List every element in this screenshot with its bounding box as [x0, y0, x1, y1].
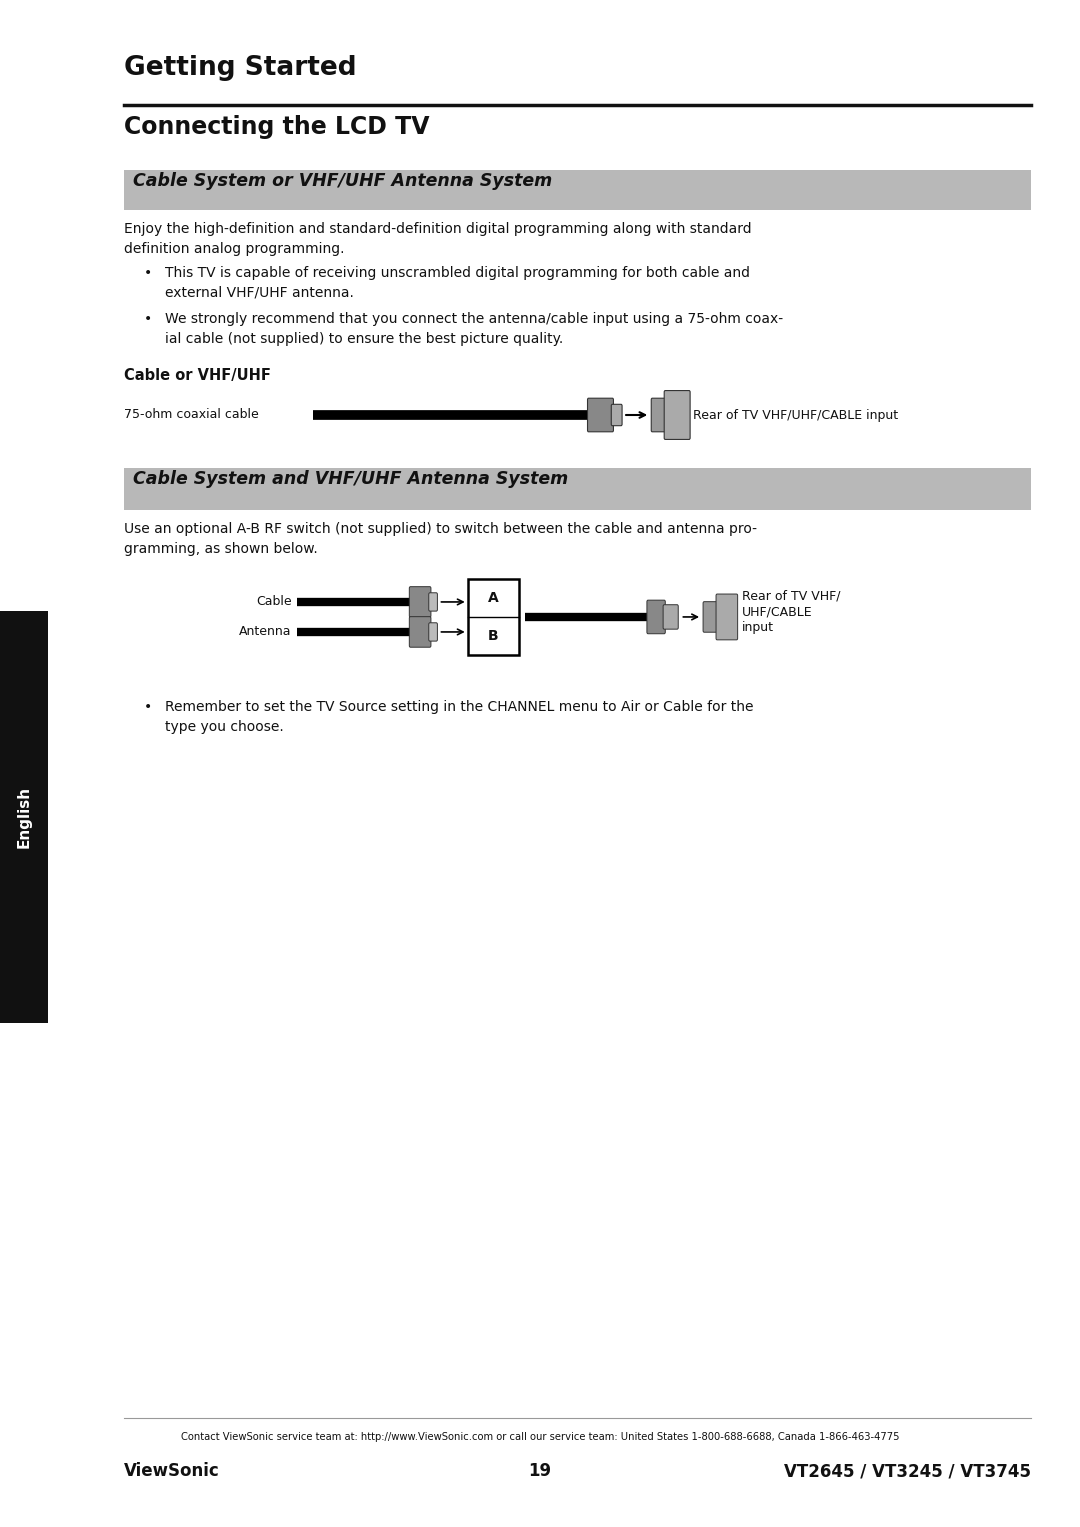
FancyBboxPatch shape [409, 617, 431, 647]
Bar [468, 579, 519, 655]
Text: 19: 19 [528, 1461, 552, 1480]
Text: input: input [742, 621, 774, 634]
FancyBboxPatch shape [664, 391, 690, 440]
FancyBboxPatch shape [429, 623, 437, 641]
Bar [0, 611, 48, 1023]
Text: This TV is capable of receiving unscrambled digital programming for both cable a: This TV is capable of receiving unscramb… [165, 266, 751, 279]
Text: gramming, as shown below.: gramming, as shown below. [124, 542, 318, 556]
FancyBboxPatch shape [611, 405, 622, 426]
Text: •: • [144, 699, 152, 715]
Text: •: • [144, 266, 152, 279]
Text: ViewSonic: ViewSonic [124, 1461, 220, 1480]
Bar [124, 467, 1031, 510]
Bar [124, 169, 1031, 211]
Text: •: • [144, 312, 152, 325]
Text: definition analog programming.: definition analog programming. [124, 241, 345, 257]
Text: Cable System or VHF/UHF Antenna System: Cable System or VHF/UHF Antenna System [133, 173, 552, 189]
Text: Contact ViewSonic service team at: http://www.ViewSonic.com or call our service : Contact ViewSonic service team at: http:… [180, 1432, 900, 1441]
Text: Remember to set the TV Source setting in the CHANNEL menu to Air or Cable for th: Remember to set the TV Source setting in… [165, 699, 754, 715]
Text: Use an optional A-B RF switch (not supplied) to switch between the cable and ant: Use an optional A-B RF switch (not suppl… [124, 522, 757, 536]
Text: Cable or VHF/UHF: Cable or VHF/UHF [124, 368, 271, 383]
Text: A: A [488, 591, 499, 605]
Text: UHF/CABLE: UHF/CABLE [742, 606, 812, 618]
Text: type you choose.: type you choose. [165, 721, 284, 734]
Text: Antenna: Antenna [239, 626, 292, 638]
FancyBboxPatch shape [651, 399, 666, 432]
FancyBboxPatch shape [647, 600, 665, 634]
Text: external VHF/UHF antenna.: external VHF/UHF antenna. [165, 286, 354, 299]
Text: Rear of TV VHF/: Rear of TV VHF/ [742, 589, 840, 603]
Text: Getting Started: Getting Started [124, 55, 356, 81]
Text: Cable: Cable [256, 596, 292, 608]
FancyBboxPatch shape [663, 605, 678, 629]
Text: Cable System and VHF/UHF Antenna System: Cable System and VHF/UHF Antenna System [133, 470, 568, 489]
Text: B: B [488, 629, 499, 643]
FancyBboxPatch shape [429, 592, 437, 611]
Text: 75-ohm coaxial cable: 75-ohm coaxial cable [124, 409, 259, 421]
Text: Connecting the LCD TV: Connecting the LCD TV [124, 115, 430, 139]
FancyBboxPatch shape [409, 586, 431, 617]
FancyBboxPatch shape [703, 602, 718, 632]
Text: Enjoy the high-definition and standard-definition digital programming along with: Enjoy the high-definition and standard-d… [124, 221, 752, 237]
Text: ial cable (not supplied) to ensure the best picture quality.: ial cable (not supplied) to ensure the b… [165, 331, 564, 347]
Text: We strongly recommend that you connect the antenna/cable input using a 75-ohm co: We strongly recommend that you connect t… [165, 312, 783, 325]
Text: VT2645 / VT3245 / VT3745: VT2645 / VT3245 / VT3745 [784, 1461, 1031, 1480]
FancyBboxPatch shape [716, 594, 738, 640]
Text: English: English [16, 786, 31, 847]
FancyBboxPatch shape [588, 399, 613, 432]
Text: Rear of TV VHF/UHF/CABLE input: Rear of TV VHF/UHF/CABLE input [693, 409, 899, 421]
